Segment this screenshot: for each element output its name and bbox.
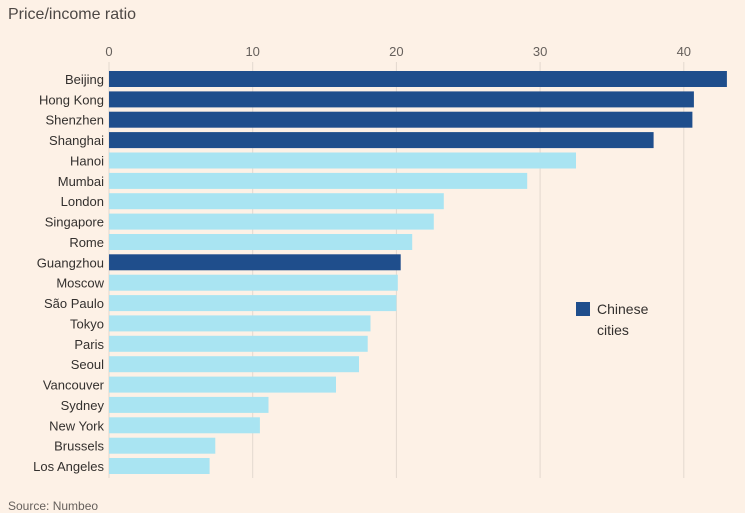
bar-hanoi bbox=[109, 152, 576, 169]
category-label: Rome bbox=[69, 235, 104, 250]
category-label: Paris bbox=[74, 337, 104, 352]
category-label: Seoul bbox=[71, 357, 104, 372]
bar-shanghai bbox=[109, 132, 654, 149]
category-label: Vancouver bbox=[43, 378, 105, 393]
category-label: Sydney bbox=[61, 398, 105, 413]
x-tick-label: 10 bbox=[245, 44, 259, 59]
bar-moscow bbox=[109, 274, 398, 291]
category-label: Hong Kong bbox=[39, 92, 104, 107]
bar-shenzhen bbox=[109, 111, 693, 128]
legend-label-line2: cities bbox=[597, 322, 629, 338]
bar-paris bbox=[109, 335, 368, 352]
category-label: São Paulo bbox=[44, 296, 104, 311]
bar-london bbox=[109, 193, 444, 210]
category-label: Shanghai bbox=[49, 133, 104, 148]
legend-label-line1: Chinese bbox=[597, 301, 649, 317]
bar-vancouver bbox=[109, 376, 336, 393]
bar-guangzhou bbox=[109, 254, 401, 271]
x-tick-label: 30 bbox=[533, 44, 547, 59]
legend: Chinese cities bbox=[576, 301, 649, 338]
category-label: Shenzhen bbox=[45, 113, 104, 128]
category-label: Beijing bbox=[65, 72, 104, 87]
bar-beijing bbox=[109, 71, 727, 87]
bar-tokyo bbox=[109, 315, 371, 332]
bar-sydney bbox=[109, 396, 269, 413]
bar-s-o-paulo bbox=[109, 295, 397, 312]
x-tick-label: 20 bbox=[389, 44, 403, 59]
category-label: New York bbox=[49, 418, 104, 433]
bar-rome bbox=[109, 234, 413, 250]
x-axis-ticks: 0 10 20 30 40 bbox=[105, 44, 691, 59]
chart-title: Price/income ratio bbox=[8, 6, 137, 23]
category-label: Mumbai bbox=[58, 174, 104, 189]
category-label: Moscow bbox=[56, 276, 104, 291]
category-label: London bbox=[61, 194, 104, 209]
category-label: Los Angeles bbox=[33, 459, 104, 474]
bar-brussels bbox=[109, 437, 216, 454]
bar-mumbai bbox=[109, 172, 528, 189]
category-label: Hanoi bbox=[70, 154, 104, 169]
bar-los-angeles bbox=[109, 458, 210, 474]
bars bbox=[109, 71, 727, 474]
legend-swatch-chinese bbox=[576, 302, 590, 316]
x-tick-label: 40 bbox=[677, 44, 691, 59]
x-tick-label: 0 bbox=[105, 44, 112, 59]
bar-hong-kong bbox=[109, 91, 694, 108]
source-note: Source: Numbeo bbox=[8, 499, 99, 513]
bar-new-york bbox=[109, 417, 260, 434]
category-label: Brussels bbox=[54, 439, 104, 454]
category-labels: Beijing Hong Kong Shenzhen Shanghai Hanoi Mum… bbox=[33, 72, 105, 474]
category-label: Singapore bbox=[45, 215, 104, 230]
category-label: Tokyo bbox=[70, 316, 104, 331]
bar-singapore bbox=[109, 213, 434, 230]
category-label: Guangzhou bbox=[37, 255, 104, 270]
bar-seoul bbox=[109, 356, 359, 373]
